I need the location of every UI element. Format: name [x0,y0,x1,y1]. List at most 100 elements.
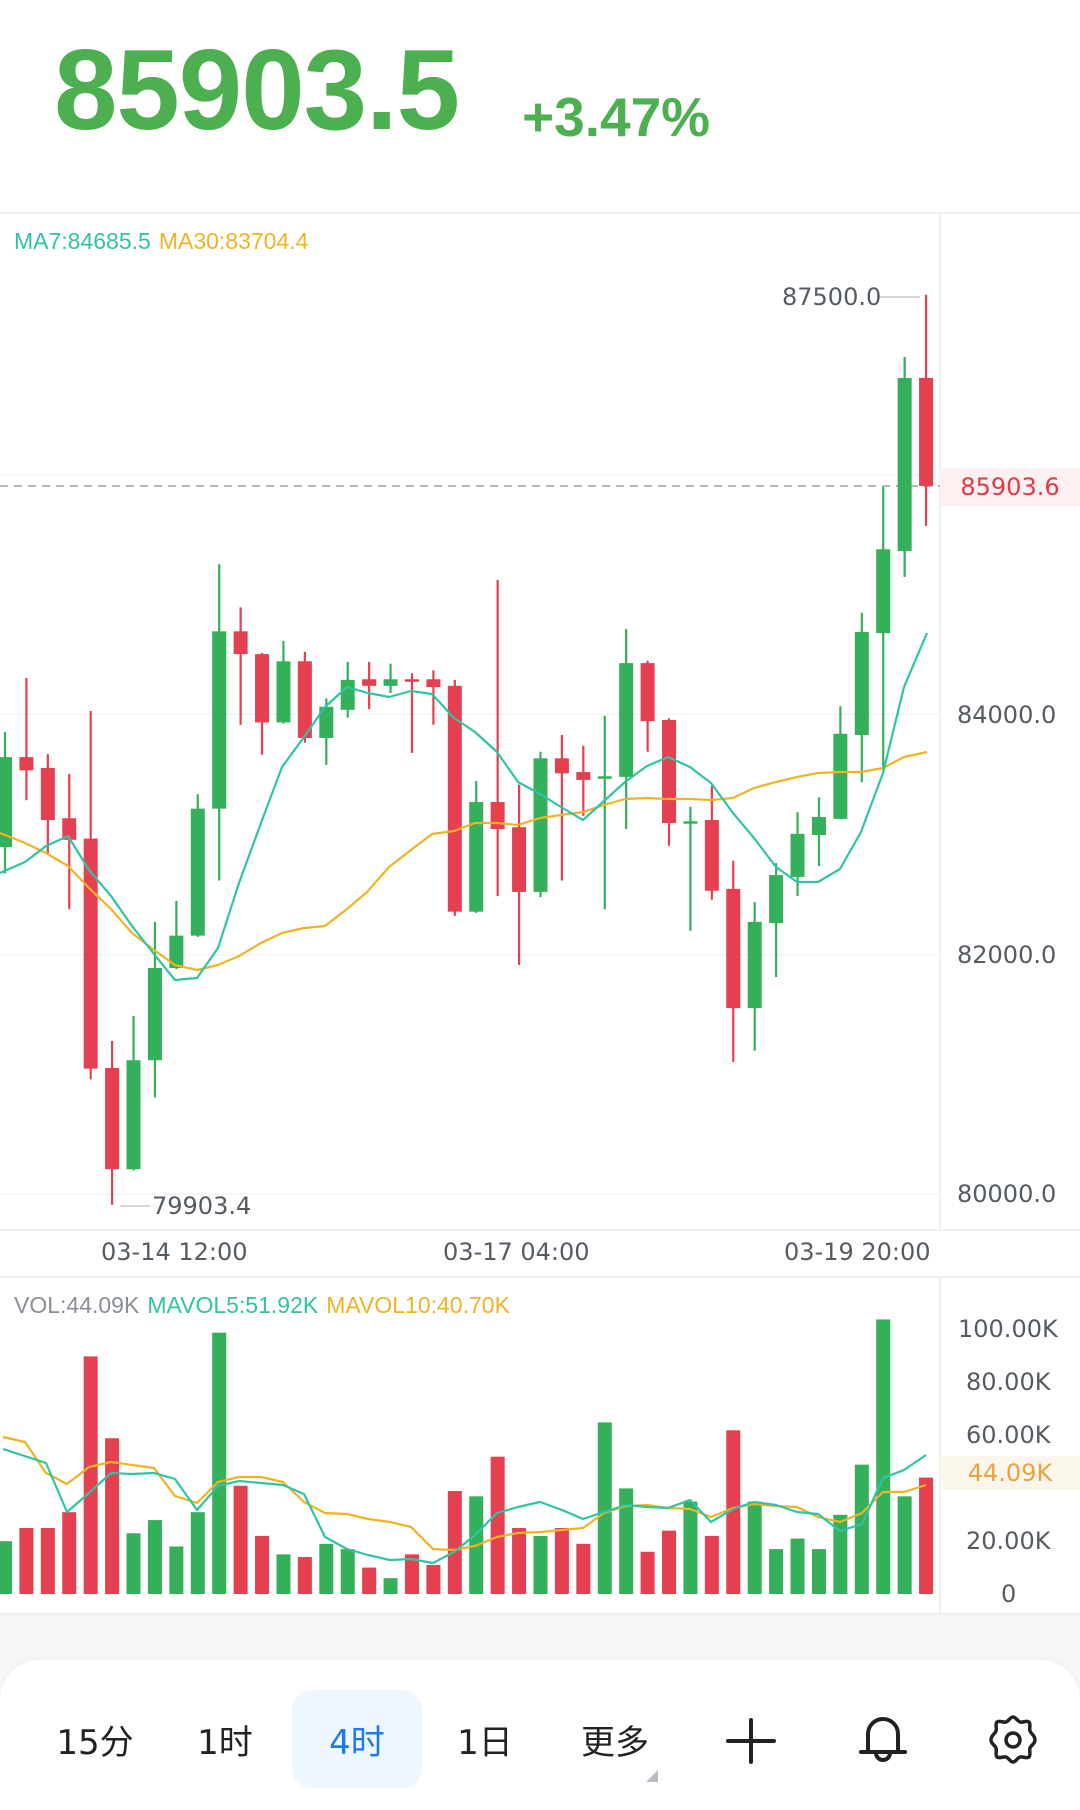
volume-bar [169,1546,184,1594]
volume-bar [897,1496,912,1594]
volume-bar [190,1512,205,1594]
current-price-tag: 85903.6 [940,468,1080,506]
candle-body [897,377,912,552]
mavol5-line [2,1447,927,1565]
candle-body [212,631,227,809]
candle-body [426,679,441,688]
candle-body [105,1068,120,1170]
candle-body [769,875,784,924]
candle-body [619,663,634,777]
volume-bar [212,1332,227,1594]
candle-body [597,776,612,779]
candle-body [811,817,826,835]
candle-body [0,757,12,847]
volume-bar [83,1356,98,1594]
volume-bar [19,1528,34,1594]
volume-bar [704,1535,719,1594]
interval-1d-button[interactable]: 1日 [457,1722,513,1763]
price-axis-label-84000: 84000.0 [957,701,1057,729]
gear-icon[interactable] [985,1712,1041,1768]
plus-icon[interactable] [723,1712,779,1768]
volume-bar [447,1491,462,1594]
volume-bar [854,1464,869,1594]
candle-body [747,921,762,1009]
volume-bar [62,1512,77,1594]
time-label-1: 03-14 12:00 [101,1238,248,1266]
candle-body [362,679,377,686]
candle-body [662,719,677,824]
interval-4h-button[interactable]: 4时 [292,1690,422,1788]
price-axis-label-80000: 80000.0 [957,1180,1057,1208]
candle-body [640,663,655,722]
candle-body [255,654,270,723]
candle-body [683,821,698,824]
vol-axis-label-60k: 60.00K [966,1421,1051,1449]
volume-bar [662,1530,677,1594]
vol-axis-label-100k: 100.00K [958,1315,1058,1343]
volume-bar [533,1535,548,1594]
candle-body [576,772,591,780]
last-price: 85903.5 [54,27,460,154]
volume-bar [919,1477,934,1594]
volume-bar [126,1533,141,1594]
volume-bar [683,1501,698,1594]
volume-bar [747,1501,762,1594]
volume-bar [255,1535,270,1594]
candle-body [40,767,55,821]
volume-bar [340,1549,355,1594]
candle-body [512,827,527,892]
vol-axis-label-20k: 20.00K [966,1527,1051,1555]
candle-body [19,757,34,771]
candle-body [340,679,355,710]
candle-body [854,631,869,735]
candle-body [447,685,462,912]
candle-body [147,967,162,1061]
price-axis-label-82000: 82000.0 [957,941,1057,969]
ma30-line [0,750,928,972]
interval-1h-button[interactable]: 1时 [197,1722,253,1763]
interval-15m-button[interactable]: 15分 [56,1722,134,1763]
volume-bar [619,1488,634,1594]
volume-bar [426,1564,441,1594]
volume-bar [233,1485,248,1594]
candle-body [233,631,248,655]
candle-body [404,679,419,682]
vol-axis-label-0: 0 [1001,1580,1017,1608]
candle-body [876,549,891,634]
kline-chart[interactable] [0,0,1080,1620]
volume-bar [147,1520,162,1594]
candle-body [276,661,291,723]
volume-bar [554,1528,569,1594]
volume-bar [362,1567,377,1594]
candle-body [83,838,98,1069]
current-volume-tag: 44.09K [940,1456,1080,1490]
volume-bar [790,1538,805,1594]
volume-legend: VOL:44.09K MAVOL5:51.92K MAVOL10:40.70K [14,1292,518,1319]
vol-axis-label-80k: 80.00K [966,1368,1051,1396]
volume-bar [726,1430,741,1594]
candle-body [726,888,741,1009]
price-header: 85903.5 +3.47% [0,0,1080,212]
volume-bar [40,1528,55,1594]
volume-bar [319,1543,334,1594]
high-price-marker: 87500.0 [782,283,882,311]
volume-bar [297,1557,312,1594]
candle-body [190,808,205,936]
volume-bar [276,1554,291,1594]
ma30-value: MA30:83704.4 [158,228,309,254]
more-intervals-button[interactable]: 更多 [581,1722,649,1763]
candle-body [490,802,505,830]
mavol10-value: MAVOL10:40.70K [326,1292,510,1318]
low-price-marker: 79903.4 [152,1192,252,1220]
candle-body [297,661,312,738]
bottom-toolbar [0,1660,1080,1810]
mavol10-line [2,1435,927,1552]
time-label-2: 03-17 04:00 [443,1238,590,1266]
candle-body [533,758,548,892]
volume-bar [383,1578,398,1594]
candle-body [62,818,77,840]
vol-value: VOL:44.09K [14,1292,140,1318]
price-change-percent: +3.47% [522,86,711,148]
mavol5-value: MAVOL5:51.92K [147,1292,319,1318]
bell-icon[interactable] [855,1712,911,1768]
